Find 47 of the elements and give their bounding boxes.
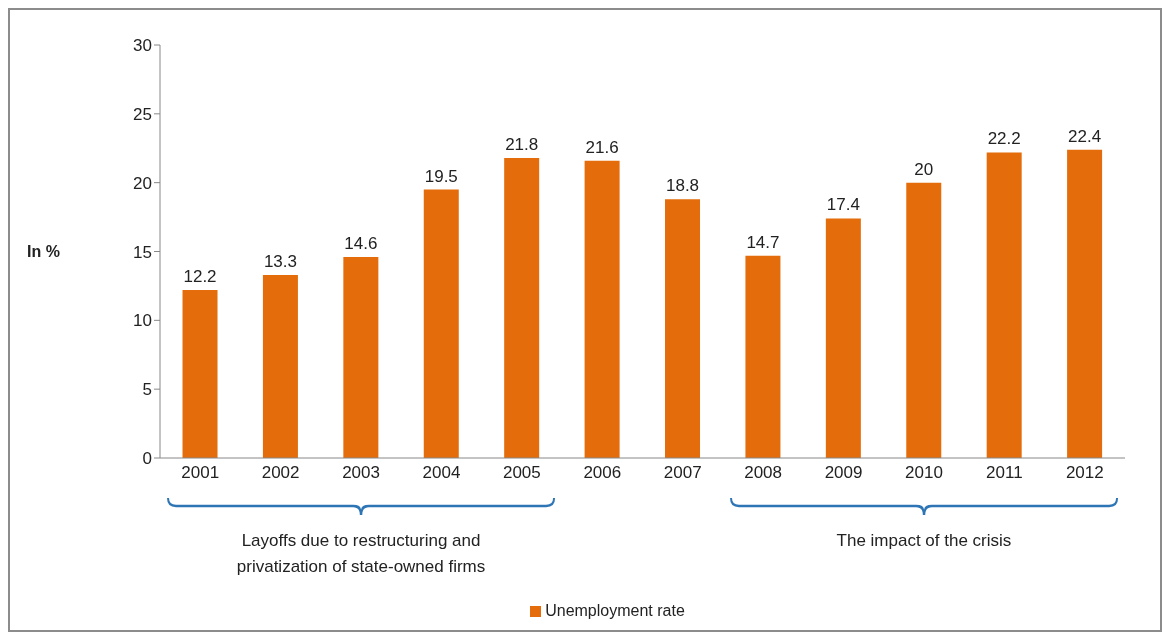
- x-tick-label: 2001: [181, 463, 220, 483]
- data-label: 14.7: [746, 232, 780, 252]
- bar: [745, 255, 781, 458]
- bar: [665, 199, 701, 458]
- data-label: 21.8: [505, 134, 539, 154]
- data-label: 13.3: [263, 251, 297, 271]
- bar: [825, 218, 861, 458]
- x-tick-label: 2003: [342, 463, 380, 483]
- y-tick-label: 20: [133, 173, 152, 193]
- y-axis-title: In %: [27, 243, 60, 261]
- x-tick-label: 2006: [583, 463, 622, 483]
- data-label: 18.8: [665, 176, 700, 196]
- x-tick-label: 2005: [502, 463, 541, 483]
- y-tick-label: 30: [133, 36, 152, 56]
- data-label: 17.4: [826, 195, 860, 215]
- data-label: 12.2: [183, 267, 217, 287]
- legend-label: Unemployment rate: [545, 602, 685, 619]
- bar: [986, 152, 1022, 458]
- y-tick-label: 0: [142, 449, 152, 469]
- x-tick-label: 2002: [261, 463, 300, 483]
- bar: [504, 157, 540, 458]
- data-label: 22.4: [1068, 126, 1102, 146]
- y-tick-label: 25: [133, 104, 152, 124]
- bar: [423, 189, 459, 458]
- bar: [584, 160, 620, 458]
- text: Layoffs due to restructuring and privatization of state-owned firms: [235, 530, 487, 578]
- x-tick-label: 2004: [422, 463, 461, 483]
- x-tick-label: 2009: [824, 463, 863, 483]
- y-tick-label: 15: [133, 242, 152, 262]
- bar: [262, 274, 298, 458]
- data-label: 21.6: [585, 137, 619, 157]
- y-tick-label: 5: [142, 380, 152, 400]
- data-label: 20: [914, 159, 934, 179]
- bar: [343, 257, 379, 458]
- x-tick-label: 2011: [986, 463, 1023, 483]
- bar: [1067, 149, 1103, 458]
- y-tick-label: 10: [133, 311, 152, 331]
- data-label: 14.6: [344, 234, 378, 254]
- x-tick-label: 2012: [1065, 463, 1104, 483]
- x-tick-label: 2010: [905, 463, 943, 483]
- data-label: 19.5: [424, 166, 458, 186]
- data-label: 22.2: [987, 129, 1021, 149]
- x-tick-label: 2008: [744, 463, 783, 483]
- bar: [182, 290, 218, 458]
- text: The impact of the crisis: [836, 530, 1012, 552]
- bar: [906, 182, 942, 458]
- x-tick-label: 2007: [663, 463, 702, 483]
